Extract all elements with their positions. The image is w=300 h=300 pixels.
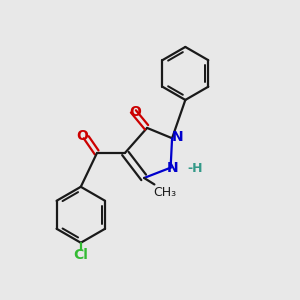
Text: CH₃: CH₃ (153, 186, 176, 199)
Text: N: N (167, 161, 179, 175)
Text: -H: -H (188, 162, 203, 175)
Text: N: N (172, 130, 184, 144)
Text: Cl: Cl (74, 248, 88, 262)
Text: O: O (76, 129, 88, 143)
Text: O: O (129, 105, 141, 119)
